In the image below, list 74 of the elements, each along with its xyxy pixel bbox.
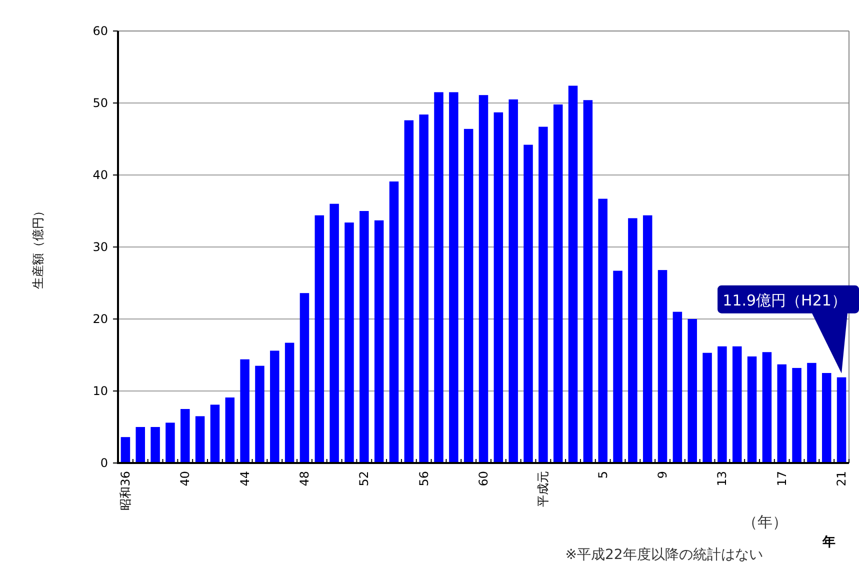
bar xyxy=(598,198,608,463)
bar xyxy=(270,350,280,463)
bar xyxy=(524,144,533,463)
x-tick-label: 44 xyxy=(238,471,252,486)
bar xyxy=(449,92,458,463)
bar xyxy=(628,218,638,463)
bar xyxy=(762,352,772,463)
bar xyxy=(330,204,339,463)
bar xyxy=(180,409,190,463)
x-tick-label: 昭和36 xyxy=(118,471,132,510)
bar xyxy=(583,100,593,463)
x-tick-label: 平成元 xyxy=(536,471,550,507)
bar xyxy=(314,215,324,463)
bar xyxy=(702,352,712,463)
y-tick-label: 40 xyxy=(92,168,108,182)
bar xyxy=(822,373,832,463)
x-tick-label: 17 xyxy=(774,471,789,486)
bar xyxy=(672,312,682,463)
bar xyxy=(807,362,816,463)
bar xyxy=(284,342,294,463)
bar xyxy=(494,112,504,463)
bar xyxy=(300,293,310,463)
bar xyxy=(777,364,786,463)
annotation: 11.9億円（H21） xyxy=(722,291,846,310)
bar xyxy=(150,427,160,463)
x-tick-label: 40 xyxy=(178,471,192,486)
bar xyxy=(718,346,727,463)
y-tick-label: 0 xyxy=(100,456,108,470)
bar xyxy=(136,427,145,463)
x-tick-label: 60 xyxy=(476,471,490,486)
text: 年 xyxy=(822,535,836,550)
bar xyxy=(120,437,130,463)
x-tick-label: 5 xyxy=(596,471,610,479)
x-tick-label: 52 xyxy=(357,471,372,486)
y-tick-label: 30 xyxy=(92,240,108,254)
y-axis-title: 生産額（億円） xyxy=(31,205,45,289)
bar xyxy=(344,222,354,463)
bar xyxy=(225,397,235,463)
bar xyxy=(464,128,474,463)
bar xyxy=(374,220,384,463)
bar xyxy=(478,95,488,463)
bar xyxy=(166,422,175,463)
y-tick-label: 10 xyxy=(92,384,108,398)
bar xyxy=(732,346,742,463)
bar xyxy=(404,120,414,463)
bar xyxy=(688,319,697,463)
bar xyxy=(434,92,444,463)
bar xyxy=(195,416,205,463)
x-tick-label: 21 xyxy=(834,471,849,486)
x-tick-label: 48 xyxy=(297,471,312,486)
bar xyxy=(658,270,668,463)
bar xyxy=(508,99,518,463)
bar xyxy=(360,211,369,463)
bar xyxy=(389,181,399,463)
bar xyxy=(613,270,622,463)
bar xyxy=(568,86,578,463)
bar xyxy=(553,104,563,463)
bar xyxy=(642,215,652,463)
x-tick-label: 9 xyxy=(656,471,670,479)
bar xyxy=(419,114,428,463)
y-tick-label: 60 xyxy=(92,24,108,38)
bar xyxy=(792,368,802,463)
x-axis-title: （年） xyxy=(742,513,788,531)
bar xyxy=(747,356,757,463)
text: ※平成22年度以降の統計はない xyxy=(565,547,763,563)
y-tick-label: 20 xyxy=(92,312,108,326)
bar xyxy=(210,404,220,463)
y-tick-label: 50 xyxy=(92,96,108,110)
bar xyxy=(538,126,548,463)
bar xyxy=(255,366,264,463)
bar xyxy=(836,377,846,463)
bar xyxy=(240,359,250,463)
x-tick-label: 13 xyxy=(715,471,730,486)
x-tick-label: 56 xyxy=(416,471,431,486)
